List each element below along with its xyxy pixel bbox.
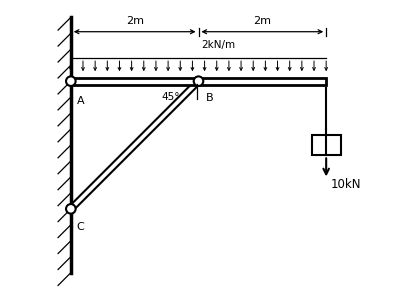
Text: 45°: 45°: [162, 92, 180, 102]
Circle shape: [194, 76, 203, 86]
Circle shape: [66, 76, 75, 86]
Bar: [71, 78, 326, 85]
Text: C: C: [77, 222, 84, 232]
Circle shape: [66, 204, 75, 214]
Text: B: B: [206, 93, 213, 103]
Text: A: A: [77, 95, 84, 106]
Bar: [312, 135, 341, 155]
Text: 10kN: 10kN: [331, 178, 361, 191]
Text: 2kN/m: 2kN/m: [202, 40, 236, 50]
Text: 2m: 2m: [126, 16, 144, 26]
Text: 2m: 2m: [253, 16, 271, 26]
